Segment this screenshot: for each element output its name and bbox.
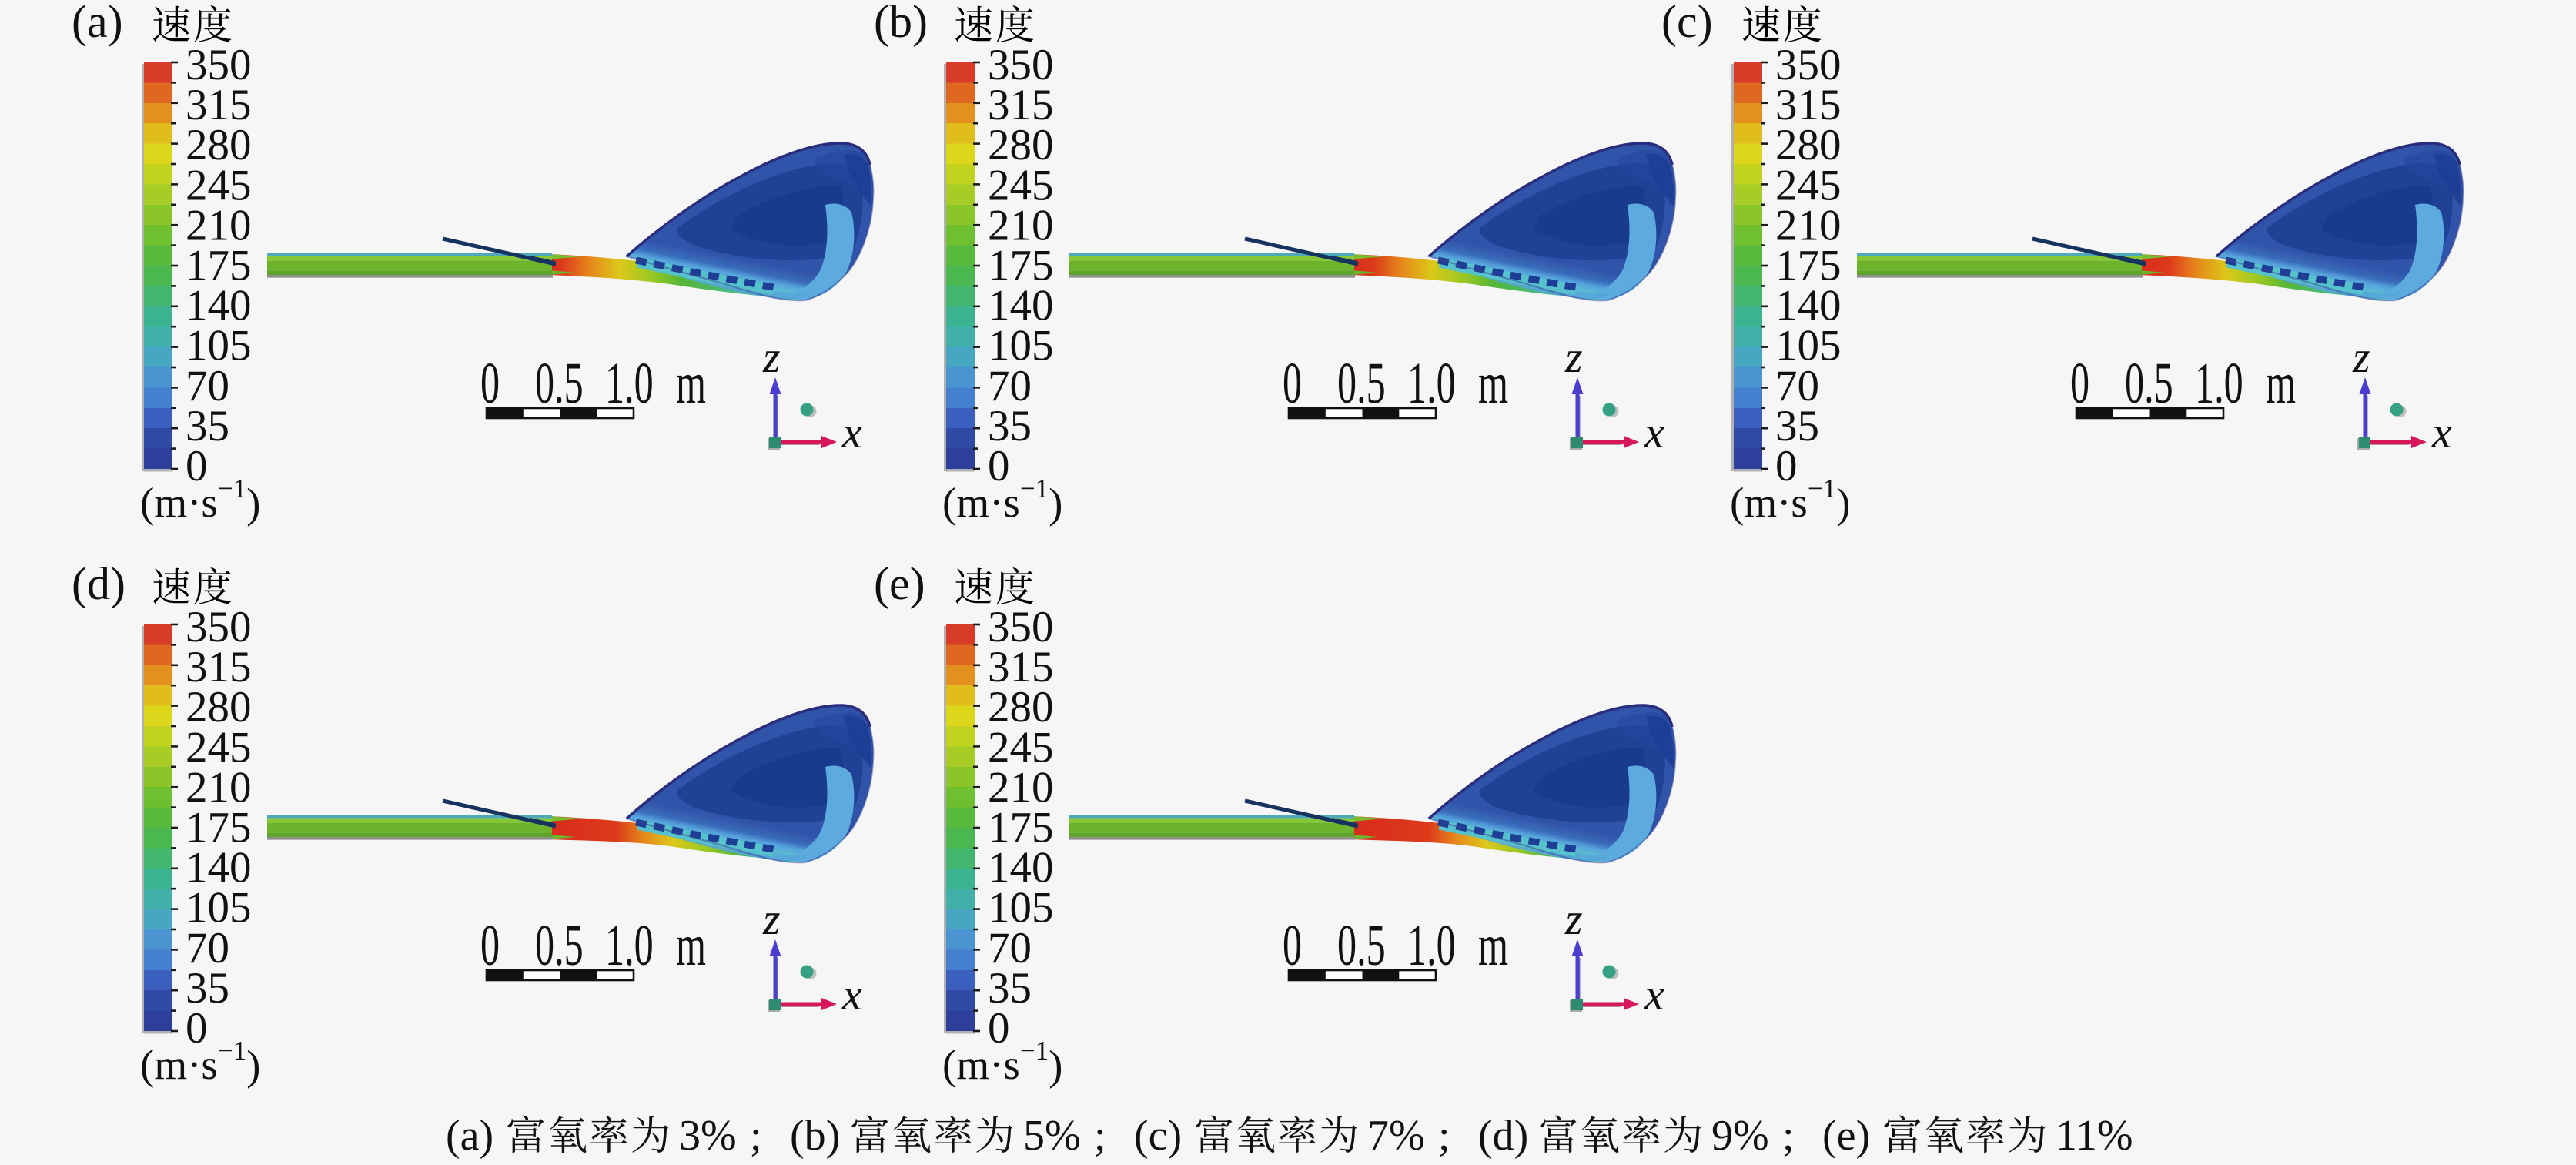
svg-text:;: ; — [1782, 1112, 1795, 1160]
svg-text:;: ; — [750, 1112, 762, 1160]
svg-text:3%: 3% — [679, 1112, 737, 1160]
svg-text:(d): (d) — [72, 558, 125, 609]
svg-text:(d): (d) — [1478, 1112, 1528, 1160]
svg-text:11%: 11% — [2056, 1112, 2133, 1160]
svg-text:(e): (e) — [1822, 1112, 1870, 1160]
svg-text:(a): (a) — [446, 1112, 493, 1160]
svg-text:(e): (e) — [874, 558, 925, 609]
svg-text:(c): (c) — [1661, 0, 1713, 47]
svg-text:9%: 9% — [1711, 1112, 1769, 1160]
svg-text:;: ; — [1438, 1112, 1450, 1160]
svg-text:(b): (b) — [790, 1112, 840, 1160]
svg-text:;: ; — [1094, 1112, 1106, 1160]
svg-text:(c): (c) — [1134, 1112, 1182, 1160]
svg-text:5%: 5% — [1023, 1112, 1081, 1160]
svg-text:7%: 7% — [1367, 1112, 1425, 1160]
svg-text:(b): (b) — [874, 0, 928, 47]
svg-text:(a): (a) — [72, 0, 123, 47]
